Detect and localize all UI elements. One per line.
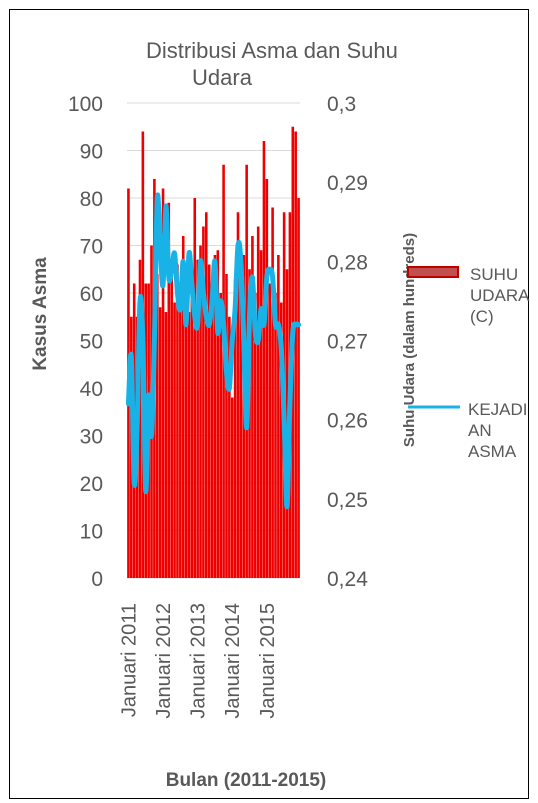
bar: [199, 245, 202, 578]
y2-tick-label: 0,24: [327, 568, 368, 591]
bar: [251, 236, 254, 578]
bar: [202, 226, 205, 578]
y-tick-label: 0: [91, 568, 103, 591]
bar: [271, 207, 274, 578]
bar: [262, 141, 266, 578]
legend-label-line: KEJADI: [468, 400, 528, 419]
bar: [155, 274, 159, 578]
bar: [158, 307, 162, 578]
y-tick-label: 20: [80, 473, 103, 496]
y-axis-right: 0,24 0,25 0,26 0,27 0,28 0,29 0,3: [327, 93, 368, 591]
y-tick-label: 70: [80, 236, 103, 259]
legend-label-line-series: KEJADI AN ASMA: [468, 400, 528, 461]
bar: [259, 250, 263, 578]
bar: [228, 316, 231, 578]
bar: [225, 274, 228, 578]
line-path: [125, 192, 302, 510]
bar: [268, 283, 272, 578]
bar: [216, 250, 220, 578]
bar: [196, 259, 199, 578]
y-tick-label: 50: [80, 331, 103, 354]
bar: [210, 307, 214, 578]
y-tick-label: 40: [80, 378, 103, 401]
x-tick-label: Januari 2012: [153, 603, 175, 719]
bar: [176, 264, 179, 578]
x-tick-label: Januari 2014: [222, 603, 244, 719]
bar: [167, 202, 171, 578]
bar: [179, 288, 182, 578]
bar: [181, 236, 185, 578]
bar: [161, 188, 165, 578]
legend-swatch-bars: [407, 266, 459, 278]
y-axis-left: 0 10 20 30 40 50 60 70 80 90 100: [68, 93, 103, 591]
y-tick-label: 10: [80, 521, 103, 544]
legend-label-bars: SUHU UDARA (C): [470, 265, 530, 326]
x-tick-label: Januari 2013: [188, 603, 210, 719]
bar: [193, 198, 197, 578]
bar: [297, 198, 300, 578]
y-tick-label: 80: [80, 188, 103, 211]
bar: [265, 179, 269, 578]
bar: [233, 278, 237, 578]
x-axis: Januari 2011 Januari 2012 Januari 2013 Janu…: [118, 603, 278, 719]
y-tick-label: 90: [80, 141, 103, 164]
bar: [207, 264, 211, 578]
line-series: [125, 192, 302, 510]
legend-label-line: (C): [470, 307, 494, 326]
legend-label-line: UDARA: [470, 286, 530, 305]
bar: [256, 226, 260, 578]
y2-axis-title: Suhu Udara (dalam hundreds): [401, 233, 418, 447]
bar: [190, 283, 194, 578]
bar: [254, 293, 257, 578]
legend-label-line: ASMA: [468, 442, 517, 461]
y2-tick-label: 0,26: [327, 410, 368, 433]
bar: [236, 212, 240, 578]
x-tick-label: Januari 2011: [118, 603, 140, 717]
bar: [219, 293, 222, 578]
bar: [184, 312, 188, 578]
y-tick-label: 100: [68, 93, 103, 116]
chart-title: Distribusi Asma dan Suhu Udara: [146, 38, 404, 90]
bar: [277, 255, 280, 578]
y-tick-label: 30: [80, 426, 103, 449]
bar: [173, 302, 176, 578]
bar: [222, 164, 225, 578]
bar: [187, 312, 191, 578]
bar: [230, 397, 234, 578]
y2-tick-label: 0,27: [327, 331, 368, 354]
x-axis-title: Bulan (2011-2015): [166, 770, 327, 791]
bar: [294, 131, 297, 578]
x-tick-label: Januari 2015: [257, 603, 279, 719]
legend-label-line: SUHU: [470, 265, 518, 284]
bar: [279, 302, 283, 578]
bar: [164, 312, 168, 578]
y2-tick-label: 0,29: [327, 172, 368, 195]
chart-title-line1: Distribusi Asma dan Suhu: [146, 38, 398, 63]
y-tick-label: 60: [80, 283, 103, 306]
bar: [274, 293, 277, 578]
chart-title-line2: Udara: [192, 65, 253, 90]
legend-label-line: AN: [468, 421, 492, 440]
bar: [205, 212, 208, 578]
bar: [138, 259, 142, 578]
bar: [213, 255, 217, 578]
y2-tick-label: 0,28: [327, 251, 368, 274]
legend: SUHU UDARA (C) KEJADI AN ASMA: [407, 265, 530, 461]
bar: [239, 259, 243, 578]
bar: [248, 269, 251, 578]
y2-tick-label: 0,3: [327, 93, 356, 116]
bar: [170, 278, 173, 578]
y-axis-title: Kasus Asma: [30, 257, 51, 371]
y2-tick-label: 0,25: [327, 489, 368, 512]
